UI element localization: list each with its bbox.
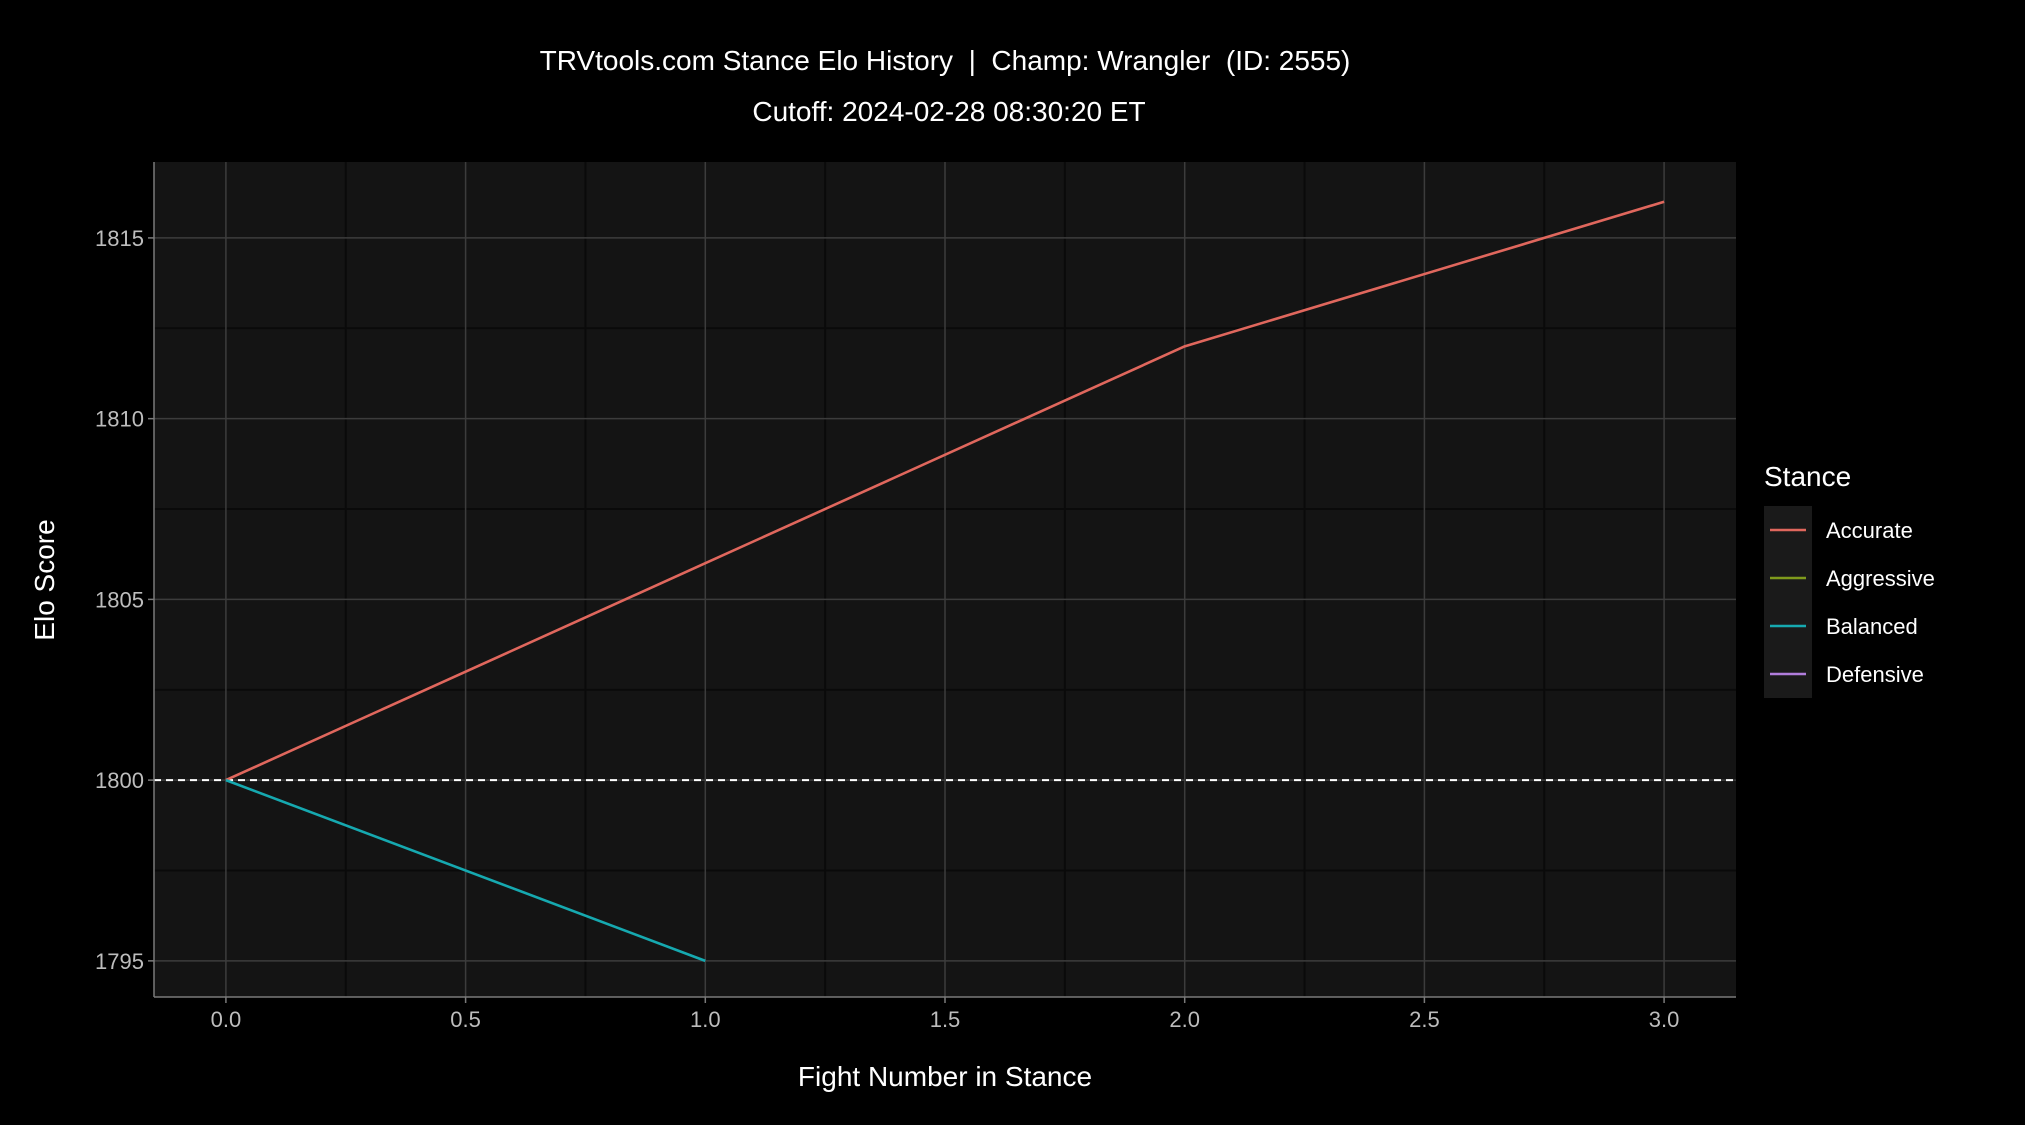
- x-tick-label: 1.0: [690, 1007, 721, 1032]
- legend-label-aggressive: Aggressive: [1826, 566, 1935, 591]
- legend-label-balanced: Balanced: [1826, 614, 1918, 639]
- x-tick-label: 0.0: [211, 1007, 242, 1032]
- y-tick-label: 1815: [95, 226, 144, 251]
- y-tick-label: 1805: [95, 587, 144, 612]
- axes: [148, 162, 1736, 1003]
- legend-title: Stance: [1764, 461, 1851, 492]
- y-tick-label: 1800: [95, 768, 144, 793]
- x-tick-label: 2.5: [1409, 1007, 1440, 1032]
- legend-key-background: [1764, 506, 1812, 698]
- x-axis-label: Fight Number in Stance: [798, 1061, 1092, 1092]
- legend-label-defensive: Defensive: [1826, 662, 1924, 687]
- legend-label-accurate: Accurate: [1826, 518, 1913, 543]
- major-grid: [154, 162, 1736, 997]
- x-tick-label: 2.0: [1169, 1007, 1200, 1032]
- series-line-accurate: [225, 200, 1665, 782]
- series-group: [225, 200, 1665, 963]
- chart-title: TRVtools.com Stance Elo History | Champ:…: [540, 45, 1351, 76]
- chart-subtitle: Cutoff: 2024-02-28 08:30:20 ET: [752, 96, 1145, 127]
- x-tick-label: 1.5: [930, 1007, 961, 1032]
- y-tick-label: 1795: [95, 949, 144, 974]
- x-tick-label: 3.0: [1649, 1007, 1680, 1032]
- y-axis-label: Elo Score: [29, 519, 60, 640]
- y-tick-labels: 1795 1800 1805 1810 1815: [95, 226, 144, 974]
- y-tick-label: 1810: [95, 407, 144, 432]
- series-line-balanced: [225, 778, 706, 963]
- legend: Stance Accurate Aggressive Balanced Defensi…: [1764, 461, 1935, 698]
- x-tick-labels: 0.0 0.5 1.0 1.5 2.0 2.5 3.0: [211, 1007, 1680, 1032]
- x-tick-label: 0.5: [450, 1007, 481, 1032]
